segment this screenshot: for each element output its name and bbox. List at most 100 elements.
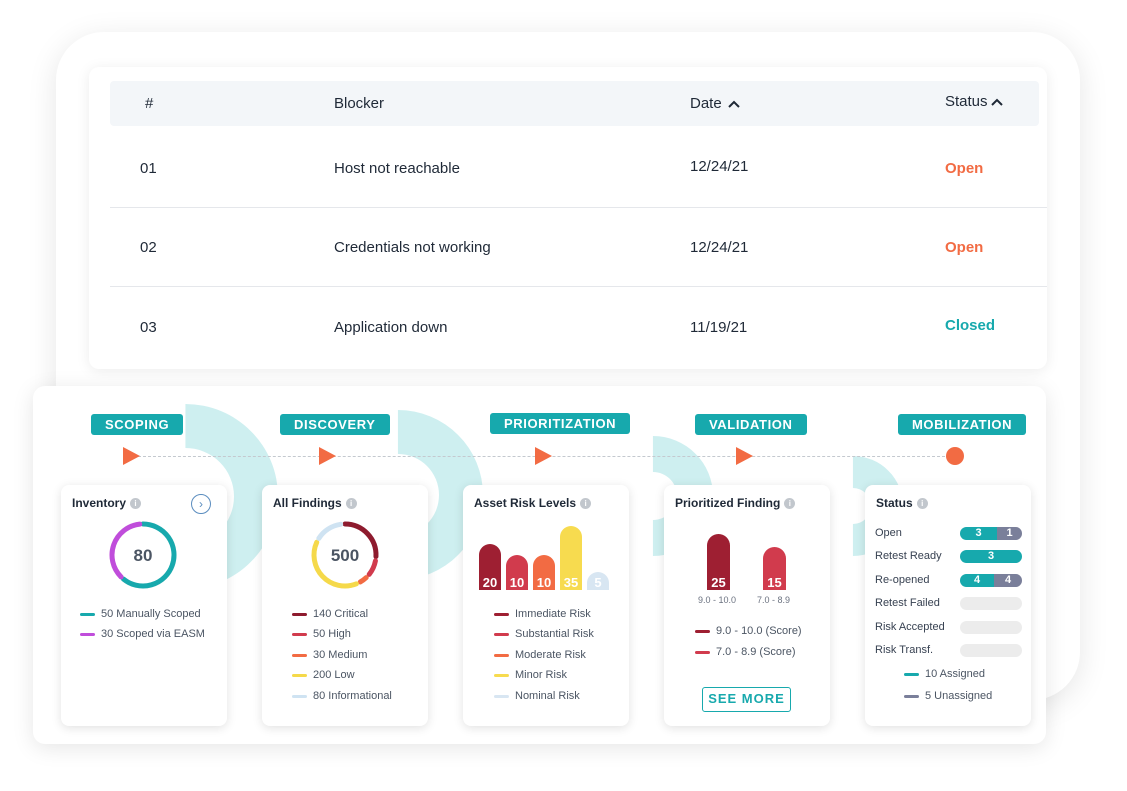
info-icon[interactable]: i [784, 498, 796, 509]
findings-card: All Findings i 500 140 Critical 50 High 3… [262, 485, 428, 726]
legend-swatch [292, 653, 307, 657]
prioritized-card: Prioritized Finding i 25 15 9.0 - 10.0 7.… [664, 485, 830, 726]
card-title: Asset Risk Levels i [474, 496, 592, 510]
see-more-button[interactable]: SEE MORE [702, 687, 791, 712]
row-date: 12/24/21 [690, 239, 749, 256]
info-icon[interactable]: i [130, 498, 142, 509]
legend-label: Minor Risk [515, 669, 567, 681]
status-bar-assigned: 4 [960, 574, 995, 587]
stage-mobilization[interactable]: MOBILIZATION [898, 414, 1027, 435]
card-title-label: Prioritized Finding [675, 496, 781, 510]
legend-swatch [292, 694, 307, 698]
legend-swatch [292, 632, 307, 636]
legend-item: 200 Low [292, 669, 355, 681]
status-bar-track [960, 644, 1022, 657]
legend-swatch [80, 632, 95, 636]
chevron-right-icon[interactable]: › [191, 494, 211, 514]
legend-swatch [494, 653, 509, 657]
legend-item: 50 High [292, 628, 351, 640]
donut-segment [342, 521, 379, 560]
col-header-blocker: Blocker [334, 95, 385, 112]
table-row[interactable]: 03 Application down 11/19/21 Closed [110, 288, 1047, 366]
donut-segment [357, 575, 369, 585]
status-row[interactable]: Retest Failed [875, 597, 1025, 611]
sort-ascending-icon[interactable] [727, 100, 740, 108]
row-blocker: Credentials not working [334, 239, 491, 256]
row-number: 01 [140, 160, 157, 177]
status-bar-unassigned: 4 [994, 574, 1022, 587]
legend-label: 10 Assigned [925, 668, 985, 680]
legend-swatch [695, 629, 710, 633]
bar-value: 10 [509, 575, 525, 590]
legend-item: Substantial Risk [494, 628, 594, 640]
bar-value: 25 [711, 575, 726, 590]
donut-segment [316, 521, 344, 541]
card-title: All Findings i [273, 496, 357, 510]
card-title: Prioritized Finding i [675, 496, 796, 510]
legend-item: 5 Unassigned [904, 690, 992, 702]
row-blocker: Application down [334, 318, 448, 336]
bar-value: 20 [482, 575, 498, 590]
card-title-label: Asset Risk Levels [474, 496, 577, 510]
findings-total: 500 [330, 546, 360, 565]
inventory-donut [109, 521, 177, 589]
col-header-date-label: Date [690, 95, 722, 112]
legend-swatch [292, 612, 307, 616]
score-bar: 15 [763, 547, 786, 590]
legend-swatch [904, 694, 919, 698]
status-row-label: Open [875, 527, 902, 539]
info-icon[interactable]: i [916, 498, 928, 509]
status-row[interactable]: Risk Transf. [875, 644, 1025, 658]
legend-swatch [494, 632, 509, 636]
row-date: 12/24/21 [690, 158, 749, 175]
status-row[interactable]: Open 3 1 [875, 527, 1025, 541]
legend-swatch [494, 694, 509, 698]
risk-bar: 5 [587, 572, 609, 590]
status-row-label: Retest Ready [875, 550, 942, 562]
row-blocker: Host not reachable [334, 160, 460, 177]
legend-label: 200 Low [313, 669, 355, 681]
table-row[interactable]: 01 Host not reachable 12/24/21 Open [110, 130, 1047, 208]
stage-discovery[interactable]: DISCOVERY [280, 414, 390, 435]
status-row[interactable]: Retest Ready 3 [875, 550, 1025, 564]
legend-label: Immediate Risk [515, 608, 591, 620]
info-icon[interactable]: i [580, 498, 592, 509]
col-header-date[interactable]: Date [690, 81, 740, 126]
legend-label: 30 Scoped via EASM [101, 628, 205, 640]
legend-swatch [904, 672, 919, 676]
legend-item: 30 Scoped via EASM [80, 628, 205, 640]
card-title-label: Inventory [72, 496, 127, 510]
table-row[interactable]: 02 Credentials not working 12/24/21 Open [110, 209, 1047, 287]
status-card: Status i Open 3 1 Retest Ready 3 Re-opened 4 4 Re… [865, 485, 1031, 726]
risk-bar: 10 [506, 555, 528, 590]
legend-label: 5 Unassigned [925, 690, 993, 702]
col-header-status[interactable]: Status [945, 79, 1003, 124]
status-row[interactable]: Re-opened 4 4 [875, 574, 1025, 588]
row-status: Open [945, 160, 984, 177]
stage-prioritization[interactable]: PRIORITIZATION [490, 413, 631, 434]
legend-item: 80 Informational [292, 690, 392, 702]
asset-risk-card: Asset Risk Levels i 20 10 10 35 5 Immedia… [463, 485, 629, 726]
legend-label: 140 Critical [313, 608, 369, 620]
status-row-label: Re-opened [875, 574, 930, 586]
stage-validation[interactable]: VALIDATION [695, 414, 807, 435]
legend-label: Substantial Risk [515, 628, 594, 640]
status-bar-unassigned: 1 [997, 527, 1022, 540]
info-icon[interactable]: i [345, 498, 357, 509]
legend-swatch [80, 612, 95, 616]
status-bar-track [960, 597, 1022, 610]
arrow-marker-icon [319, 447, 336, 465]
bar-range-label: 7.0 - 8.9 [757, 595, 791, 605]
bar-value: 10 [536, 575, 552, 590]
status-row[interactable]: Risk Accepted [875, 621, 1025, 635]
arrow-marker-icon [123, 447, 140, 465]
stage-scoping[interactable]: SCOPING [91, 414, 184, 435]
legend-item: 7.0 - 8.9 (Score) [695, 646, 795, 658]
card-title-label: Status [876, 496, 913, 510]
sort-ascending-icon[interactable] [990, 98, 1003, 106]
inventory-card: Inventory i › 80 50 Manually Scoped 30 Sc… [61, 485, 227, 726]
legend-swatch [494, 612, 509, 616]
